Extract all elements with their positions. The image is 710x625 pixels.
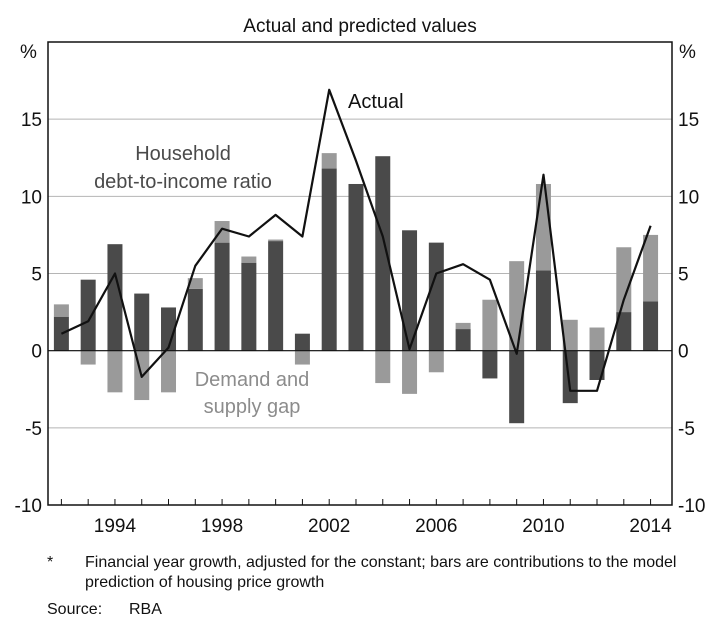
- bar-demand-supply-gap: [562, 319, 578, 351]
- source-label: Source:: [47, 601, 103, 618]
- annotation-household: Household: [135, 143, 231, 165]
- y-tick-label: 15: [21, 110, 42, 131]
- bar-debt-to-income: [268, 241, 284, 351]
- y-tick-label: -5: [678, 419, 695, 440]
- bar-demand-supply-gap: [535, 183, 551, 271]
- y-tick-label: 10: [678, 187, 699, 208]
- y-ticks-right: -10 -5 0 5 10 15: [678, 110, 705, 517]
- bar-demand-supply-gap: [241, 256, 257, 263]
- x-tick-label: 2014: [629, 516, 672, 537]
- plot-frame: [47, 41, 673, 506]
- y-ticks-left: -10 -5 0 5 10 15: [15, 110, 42, 517]
- bar-demand-supply-gap: [643, 234, 659, 302]
- bar-debt-to-income: [241, 262, 257, 351]
- bar-debt-to-income: [509, 350, 525, 424]
- bar-debt-to-income: [53, 316, 69, 351]
- bar-debt-to-income: [562, 350, 578, 404]
- bar-debt-to-income: [187, 288, 203, 351]
- bar-demand-supply-gap: [616, 247, 632, 313]
- footnote-text: Financial year growth, adjusted for the …: [85, 554, 677, 591]
- y-tick-label: -10: [15, 496, 42, 517]
- bar-debt-to-income: [428, 242, 444, 351]
- bar-demand-supply-gap: [402, 350, 418, 394]
- x-tick-label: 2002: [308, 516, 350, 537]
- y-unit-right: %: [679, 42, 696, 63]
- y-tick-label: 5: [31, 265, 42, 286]
- bar-demand-supply-gap: [482, 299, 498, 351]
- source-value: RBA: [129, 601, 162, 618]
- source-line: Source: RBA: [47, 601, 162, 619]
- annotation-actual: Actual: [348, 91, 404, 113]
- bar-debt-to-income: [348, 183, 364, 351]
- bar-demand-supply-gap: [455, 322, 471, 330]
- bar-debt-to-income: [589, 350, 605, 380]
- y-tick-label: 15: [678, 110, 699, 131]
- bars: [53, 153, 659, 424]
- bar-debt-to-income: [482, 350, 498, 379]
- bar-debt-to-income: [375, 156, 391, 351]
- bar-debt-to-income: [134, 293, 150, 351]
- x-tick-label: 2006: [415, 516, 457, 537]
- y-unit-left: %: [20, 42, 37, 63]
- actual-line-group: [60, 88, 652, 392]
- y-tick-label: 5: [678, 265, 689, 286]
- x-ticks: 1994 1998 2002 2006 2010 2014: [60, 499, 672, 537]
- bar-debt-to-income: [80, 279, 96, 351]
- bar-demand-supply-gap: [268, 239, 284, 242]
- bar-debt-to-income: [402, 230, 418, 351]
- bar-demand-supply-gap: [375, 350, 391, 384]
- annotation-demand-and: Demand and: [195, 369, 310, 391]
- bar-debt-to-income: [643, 301, 659, 351]
- bar-debt-to-income: [321, 168, 337, 351]
- bar-demand-supply-gap: [161, 350, 177, 393]
- bar-demand-supply-gap: [589, 327, 605, 351]
- bar-demand-supply-gap: [187, 278, 203, 289]
- bar-demand-supply-gap: [214, 221, 230, 243]
- bar-debt-to-income: [535, 270, 551, 351]
- bar-demand-supply-gap: [80, 350, 96, 365]
- y-tick-label: 10: [21, 187, 42, 208]
- annotation-debt-to-income: debt-to-income ratio: [94, 171, 272, 193]
- y-tick-label: -5: [25, 419, 42, 440]
- bar-demand-supply-gap: [53, 304, 69, 317]
- y-tick-label: -10: [678, 496, 705, 517]
- bar-demand-supply-gap: [321, 153, 337, 169]
- x-tick-label: 1998: [201, 516, 243, 537]
- bar-demand-supply-gap: [428, 350, 444, 373]
- bar-debt-to-income: [161, 307, 177, 351]
- bar-demand-supply-gap: [107, 350, 123, 393]
- bar-debt-to-income: [616, 312, 632, 351]
- bar-debt-to-income: [107, 244, 123, 351]
- x-tick-label: 2010: [522, 516, 564, 537]
- bar-demand-supply-gap: [294, 350, 310, 365]
- bar-debt-to-income: [294, 333, 310, 351]
- annotation-supply-gap: supply gap: [204, 396, 301, 418]
- actual-line: [60, 88, 652, 392]
- chart-title: Actual and predicted values: [243, 16, 476, 37]
- y-tick-label: 0: [31, 342, 42, 363]
- bar-debt-to-income: [455, 329, 471, 351]
- y-tick-label: 0: [678, 342, 689, 363]
- chart: Actual and predicted values -10-5051015 …: [15, 16, 706, 537]
- footnote-marker: *: [47, 554, 54, 571]
- x-tick-label: 1994: [94, 516, 137, 537]
- bar-debt-to-income: [214, 242, 230, 351]
